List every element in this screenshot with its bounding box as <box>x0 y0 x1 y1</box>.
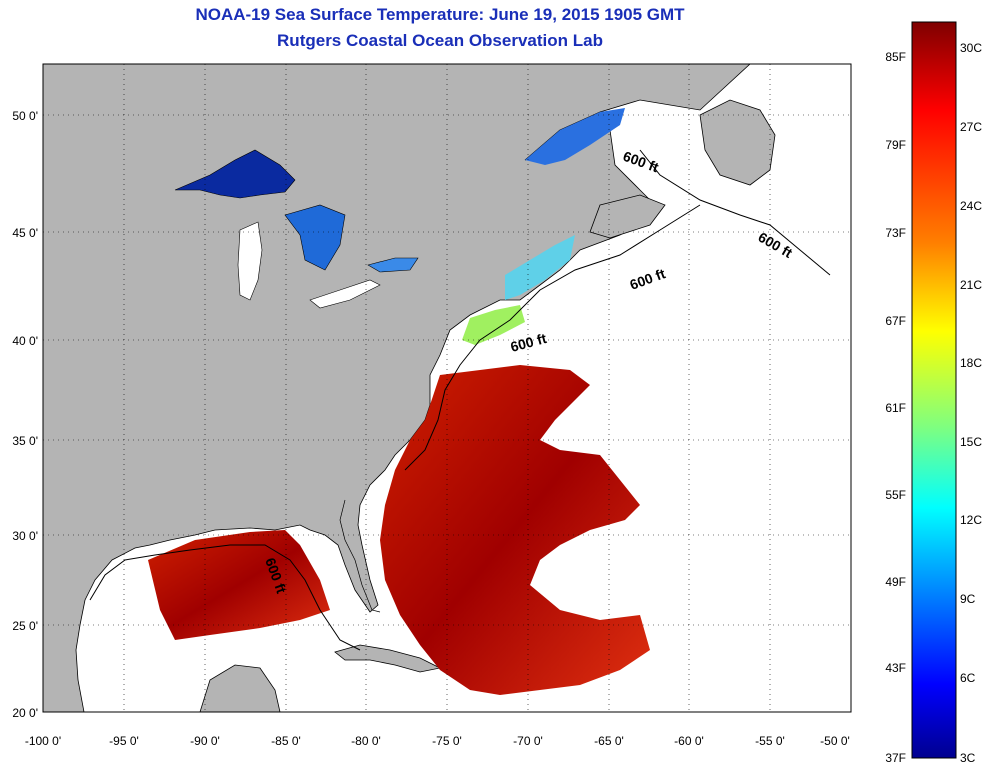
colorbar-c-label: 18C <box>960 356 982 370</box>
land-cuba <box>334 644 442 673</box>
colorbar-f-label: 73F <box>885 226 906 240</box>
lat-label: 35 0' <box>12 434 38 448</box>
lon-label: -90 0' <box>190 734 220 748</box>
land-yucatan <box>199 664 281 712</box>
lat-label: 30 0' <box>12 529 38 543</box>
lake-erie <box>309 279 381 309</box>
map-border <box>42 63 852 713</box>
colorbar-c-label: 30C <box>960 41 982 55</box>
colorbar-fahrenheit-labels: 85F 79F 73F 67F 61F 55F 49F 43F 37F <box>885 50 906 765</box>
colorbar-c-label: 21C <box>960 278 982 292</box>
lake-superior <box>174 149 296 199</box>
colorbar-c-label: 9C <box>960 592 976 606</box>
colorbar-c-label: 6C <box>960 671 976 685</box>
colorbar-f-label: 55F <box>885 488 906 502</box>
colorbar <box>911 21 957 759</box>
lon-label: -70 0' <box>513 734 543 748</box>
atlantic-sst <box>380 365 650 695</box>
lon-label: -50 0' <box>820 734 850 748</box>
lon-label: -60 0' <box>674 734 704 748</box>
map-grid <box>43 64 851 712</box>
land-nova-scotia <box>589 194 666 239</box>
map-title: NOAA-19 Sea Surface Temperature: June 19… <box>195 5 685 24</box>
lon-label: -55 0' <box>755 734 785 748</box>
colorbar-f-label: 79F <box>885 138 906 152</box>
map-subtitle: Rutgers Coastal Ocean Observation Lab <box>277 31 603 50</box>
land-north-america <box>43 64 751 712</box>
gulf-of-mexico-sst <box>148 530 330 640</box>
shelf-cool-sst <box>505 235 575 300</box>
colorbar-c-label: 27C <box>960 120 982 134</box>
lon-label: -100 0' <box>25 734 61 748</box>
florida-shelf-contour <box>339 499 381 613</box>
lat-label: 20 0' <box>12 706 38 720</box>
colorbar-c-label: 15C <box>960 435 982 449</box>
lake-ontario <box>367 257 419 273</box>
lon-label: -75 0' <box>432 734 462 748</box>
lat-label: 45 0' <box>12 226 38 240</box>
colorbar-f-label: 43F <box>885 661 906 675</box>
colorbar-f-label: 49F <box>885 575 906 589</box>
lon-label: -80 0' <box>351 734 381 748</box>
colorbar-celsius-labels: 30C 27C 24C 21C 18C 15C 12C 9C 6C 3C <box>960 41 982 765</box>
longitude-axis: -100 0' -95 0' -90 0' -85 0' -80 0' -75 … <box>25 734 850 748</box>
lat-label: 50 0' <box>12 109 38 123</box>
st-lawrence-sst <box>525 108 625 165</box>
gulf-isobath <box>89 544 361 651</box>
colorbar-c-label: 3C <box>960 751 976 765</box>
colorbar-f-label: 85F <box>885 50 906 64</box>
colorbar-c-label: 12C <box>960 513 982 527</box>
lake-huron <box>284 204 346 271</box>
lon-label: -85 0' <box>271 734 301 748</box>
lon-label: -65 0' <box>594 734 624 748</box>
lat-label: 25 0' <box>12 619 38 633</box>
colorbar-f-label: 37F <box>885 751 906 765</box>
colorbar-c-label: 24C <box>960 199 982 213</box>
lat-label: 40 0' <box>12 334 38 348</box>
lake-michigan <box>237 221 263 301</box>
latitude-axis: 50 0' 45 0' 40 0' 35 0' 30 0' 25 0' 20 0… <box>12 109 38 720</box>
isobath-600ft <box>404 149 831 471</box>
colorbar-f-label: 61F <box>885 401 906 415</box>
lon-label: -95 0' <box>109 734 139 748</box>
colorbar-f-label: 67F <box>885 314 906 328</box>
mid-atlantic-sst <box>462 305 525 345</box>
